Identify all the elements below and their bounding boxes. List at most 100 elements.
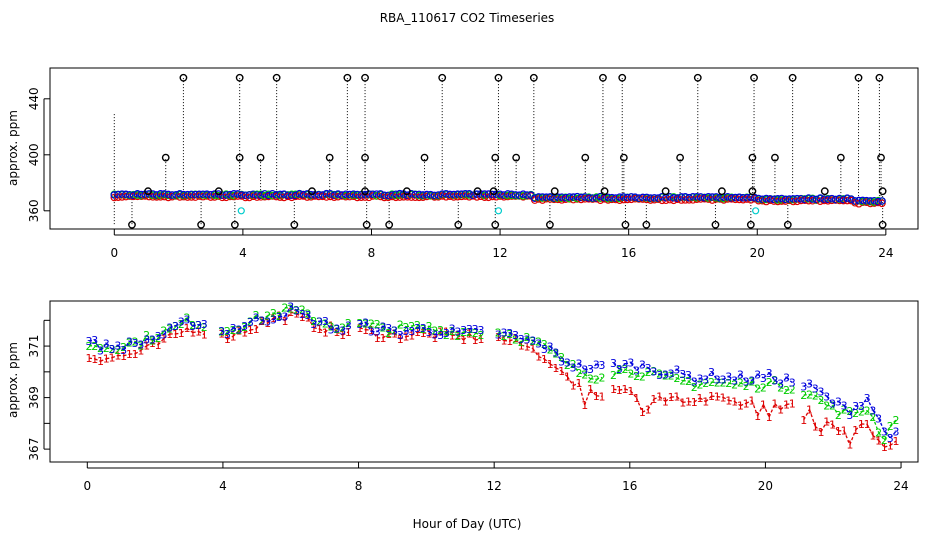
series-3-segment — [832, 400, 839, 405]
top-data-point — [878, 197, 886, 205]
series-3-segment — [509, 332, 516, 336]
series-1-segment — [382, 333, 390, 339]
series-3-point: 3 — [408, 325, 415, 338]
series-1-point: 1 — [668, 391, 675, 404]
top-data-point — [453, 190, 462, 198]
series-2-point: 2 — [616, 364, 623, 377]
series-1-segment — [475, 338, 482, 341]
bottom-x-tick-label: 16 — [622, 479, 637, 493]
top-outlier-marker — [600, 187, 609, 196]
series-1-segment — [428, 333, 436, 339]
x-axis-label: Hour of Day (UTC) — [413, 517, 522, 531]
top-panel: 0 4 8 12 16 20 24 360 400 440 approx. ppm — [6, 67, 919, 260]
series-1-segment — [405, 334, 412, 338]
series-3-segment — [382, 325, 389, 329]
series-1-point: 1 — [126, 348, 133, 361]
top-data-point — [176, 193, 184, 201]
series-3-point: 3 — [702, 374, 709, 387]
series-3-point: 3 — [120, 344, 127, 357]
series-3-segment — [388, 327, 395, 332]
series-2-segment — [567, 363, 574, 366]
series-1-segment — [434, 331, 442, 339]
series-3-segment — [445, 328, 453, 334]
top-data-point — [245, 191, 254, 199]
series-2-point: 2 — [639, 371, 646, 384]
top-data-point — [145, 192, 153, 201]
top-data-point — [569, 193, 578, 201]
series-3-segment — [849, 405, 857, 416]
series-1-segment — [630, 390, 638, 399]
series-1-segment — [642, 408, 649, 413]
series-3-segment — [762, 372, 770, 379]
series-3-point: 3 — [178, 316, 185, 329]
top-x-tick-label: 0 — [110, 246, 118, 260]
top-data-point — [785, 195, 794, 203]
series-1-point: 1 — [881, 441, 888, 454]
series-1-segment — [619, 388, 626, 391]
series-1-point: 1 — [835, 425, 842, 438]
series-2-segment — [596, 376, 603, 380]
top-outlier-marker — [454, 220, 463, 229]
series-3-segment — [238, 325, 245, 330]
series-3-segment — [342, 324, 349, 331]
bottom-x-tick-label: 12 — [487, 479, 502, 493]
series-2-point: 2 — [702, 377, 709, 390]
series-1-segment — [411, 331, 418, 336]
series-2-segment — [290, 307, 297, 311]
series-1-segment — [584, 388, 592, 406]
series-3-point: 3 — [846, 409, 853, 422]
top-outlier-marker — [878, 220, 887, 229]
series-1-point: 1 — [345, 326, 352, 339]
series-3-segment — [88, 339, 95, 342]
series-1-point: 1 — [178, 327, 185, 340]
series-3-point: 3 — [276, 311, 283, 324]
series-3-point: 3 — [166, 321, 173, 334]
top-data-point — [183, 190, 192, 199]
top-data-point — [812, 195, 821, 204]
top-outlier-marker — [599, 73, 607, 82]
bottom-y-axis: 367 369 371 — [27, 319, 50, 461]
series-2-segment — [520, 336, 528, 343]
series-3-segment — [158, 333, 165, 337]
top-data-point — [743, 193, 751, 202]
series-3-point: 3 — [109, 343, 116, 356]
top-data-point — [650, 194, 659, 202]
series-3-segment — [555, 351, 563, 362]
top-outlier-marker — [619, 153, 628, 162]
top-data-point — [538, 193, 547, 201]
top-data-point — [442, 192, 450, 201]
top-outlier-marker — [771, 153, 779, 162]
series-1-point: 1 — [120, 350, 127, 363]
series-2-segment — [809, 393, 816, 397]
series-1-segment — [324, 325, 332, 333]
series-3-segment — [860, 397, 868, 407]
top-data-point — [542, 193, 551, 202]
series-3-point: 3 — [777, 377, 784, 390]
series-3-point: 3 — [495, 328, 502, 341]
series-2-segment — [803, 393, 810, 396]
series-3-point: 3 — [397, 329, 404, 342]
series-3-segment — [596, 363, 603, 366]
series-1-point: 1 — [103, 353, 110, 366]
top-data-point — [399, 192, 408, 201]
series-1-segment — [296, 313, 303, 318]
series-1-segment — [659, 396, 666, 402]
series-1-segment — [555, 367, 562, 372]
series-1-segment — [820, 421, 828, 433]
series-2-segment — [106, 347, 113, 350]
top-data-point — [473, 190, 481, 199]
series-2-point: 2 — [235, 324, 242, 337]
top-data-point — [280, 190, 288, 199]
series-2-segment — [630, 372, 637, 377]
series-3-point: 3 — [858, 400, 865, 413]
top-data-point — [735, 193, 744, 202]
series-3-segment — [123, 340, 130, 351]
series-2-point: 2 — [114, 344, 121, 357]
top-data-point — [739, 193, 747, 202]
top-data-point — [168, 191, 176, 199]
series-3-segment — [751, 374, 759, 381]
top-x-axis: 0 4 8 12 16 20 24 — [110, 229, 893, 260]
series-1-segment — [400, 336, 407, 340]
top-data-marks — [110, 73, 887, 229]
series-3-point: 3 — [85, 335, 92, 348]
